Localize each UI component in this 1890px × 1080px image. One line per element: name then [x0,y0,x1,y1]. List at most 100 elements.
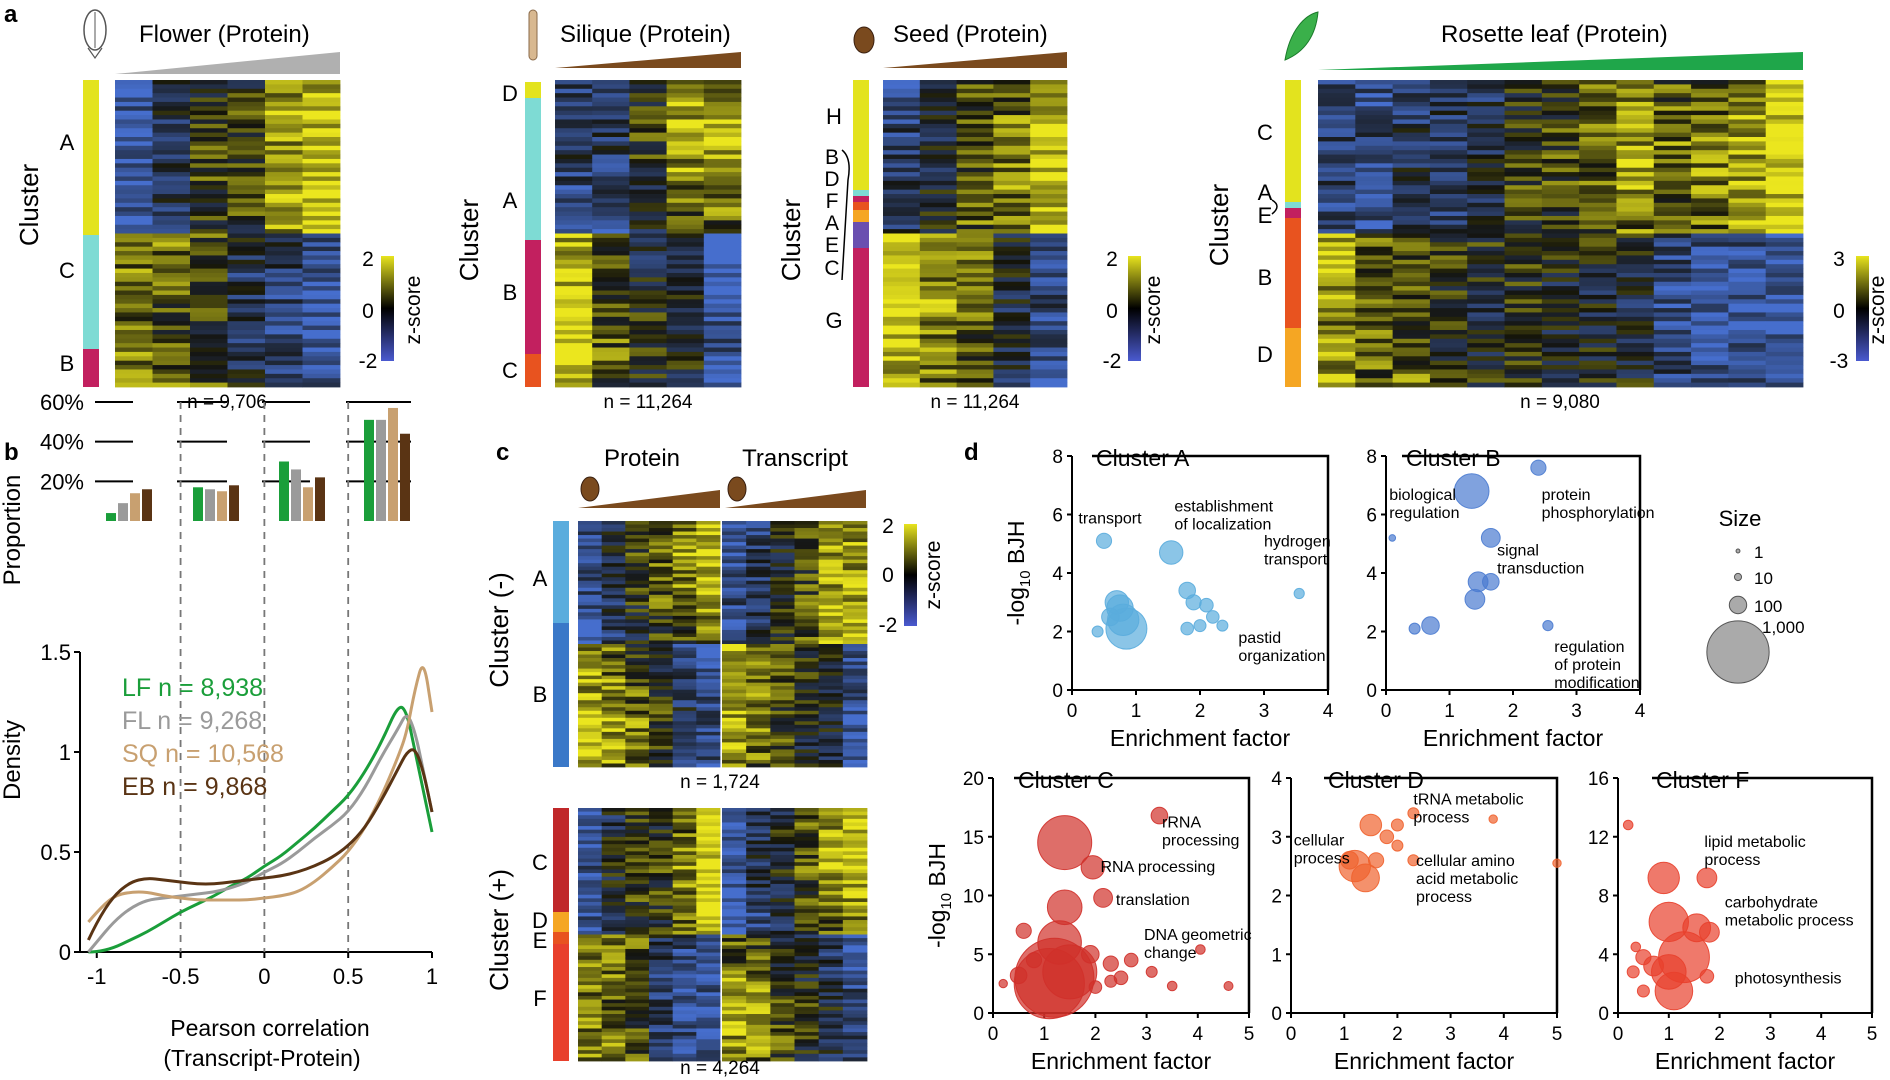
heatmap-cell [1579,132,1617,138]
heatmap-cell [722,679,747,684]
heatmap-cell [770,710,795,715]
heatmap-cell [818,693,844,698]
heatmap-cell [302,268,341,274]
heatmap-cell [794,545,820,550]
heatmap-cell [190,268,228,274]
heatmap-cell [818,1053,844,1058]
heatmap-cell [883,268,921,274]
heatmap-cell [1030,369,1068,375]
heatmap-cell [625,714,650,719]
heatmap-cell [770,854,795,859]
heatmap-cell [649,869,674,874]
heatmap-cell [629,312,667,318]
heatmap-cell [1728,268,1767,274]
heatmap-cell [629,137,667,142]
heatmap-cell [625,686,650,691]
heatmap-cell [746,1046,771,1051]
heatmap-cell [696,952,721,957]
heatmap-cell [649,710,674,715]
heatmap-cell [818,752,844,757]
heatmap-cell [696,587,721,592]
heatmap-cell [1691,356,1729,362]
heatmap-cell [722,752,747,757]
heatmap-cell [794,854,820,859]
heatmap-cell [152,251,191,256]
heatmap-cell [649,941,674,946]
x-tick-label: 2 [1508,701,1519,722]
bubble [1159,540,1184,565]
heatmap-cell [746,970,771,975]
heatmap-cell [956,334,994,340]
heatmap-cell [649,752,674,757]
heatmap-cell [1467,360,1505,366]
heatmap-cell [190,299,228,305]
heatmap-cell [842,640,868,645]
size-legend-bubble [1733,572,1743,582]
heatmap-cell [1355,351,1394,357]
heatmap-cell [1653,101,1692,107]
heatmap-cell [1429,207,1468,212]
heatmap-cell [794,865,820,870]
heatmap-cell [1030,176,1068,182]
heatmap-cell [842,591,868,596]
heatmap-cell [919,224,957,230]
heatmap-cell [842,665,868,669]
heatmap-cell [722,665,747,669]
heatmap-cell [672,977,697,982]
bubble [1180,621,1194,636]
heatmap-cell [625,563,650,568]
heatmap-cell [601,905,626,910]
heatmap-cell [722,920,747,925]
heatmap-cell [649,721,674,726]
heatmap-cell [672,941,697,946]
heatmap-cell [746,731,771,736]
heatmap-cell [722,948,747,953]
heatmap-cell [578,945,603,950]
heatmap-cell [1653,290,1692,296]
heatmap-cell [666,141,705,147]
heatmap-cell [152,290,191,296]
heatmap-cell [770,847,795,852]
heatmap-cell [578,974,603,979]
heatmap-cell [1579,290,1617,296]
heatmap-cell [1318,233,1356,239]
heatmap-cell [227,246,266,252]
heatmap-cell [1579,246,1617,252]
heatmap-cell [625,577,650,582]
heatmap-cell [629,93,667,98]
heatmap-cell [592,220,630,226]
heatmap-cell [625,531,650,536]
colorbar-label: z-score [402,276,425,345]
heatmap-cell [746,580,771,585]
heatmap-cell [696,728,721,733]
heatmap-cell [265,211,303,217]
heatmap-cell [672,905,697,910]
heatmap-cell [722,956,747,961]
heatmap-cell [1616,251,1655,256]
bubble [1185,594,1202,611]
heatmap-cell [1691,294,1729,300]
heatmap-cell [722,731,747,736]
heatmap-cell [1653,343,1692,348]
heatmap-cell [1355,115,1394,120]
heatmap-cell [794,521,820,525]
heatmap-cell [794,763,820,768]
heatmap-cell [818,858,844,863]
heatmap-cell [746,887,771,892]
heatmap-cell [115,334,153,340]
heatmap-cell [265,185,303,191]
heatmap-cell [842,963,868,968]
cluster-bar-B [853,190,869,196]
heatmap-cell [746,909,771,914]
heatmap-cell [629,172,667,177]
heatmap-cell [1318,308,1356,313]
heatmap-cell [1728,88,1767,94]
cluster-label: B [503,280,518,305]
heatmap-cell [770,570,795,575]
heatmap-cell [993,198,1031,204]
heatmap-cell [919,343,957,348]
heatmap-cell [1616,382,1655,388]
heatmap-cell [1765,88,1804,94]
heatmap-cell [1728,242,1767,248]
